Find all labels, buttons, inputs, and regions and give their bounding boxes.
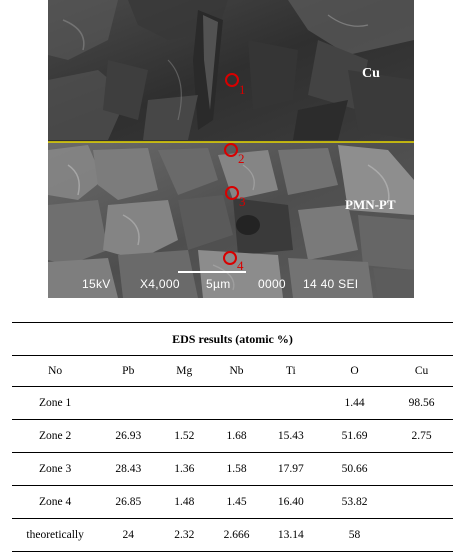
info-kv: 15kV [82, 277, 111, 291]
eds-table: No Pb Mg Nb Ti O Cu Zone 1 1.44 98.56 Zo… [12, 356, 453, 551]
cell-nb: 1.58 [210, 452, 263, 486]
zone-1-marker [225, 73, 239, 87]
cell-label: Zone 4 [12, 485, 99, 519]
header-pb: Pb [98, 356, 159, 387]
cell-o: 58 [348, 529, 361, 541]
cell-ti: 15.43 [262, 419, 319, 453]
info-time: 14 40 SEI [303, 277, 359, 291]
cell-cu [390, 519, 453, 552]
cell-mg: 1.48 [158, 485, 211, 519]
table-row: theoretically 24 2.32 2.666 13.14 58 [12, 519, 453, 552]
cell-ti [262, 386, 319, 420]
header-nb: Nb [210, 356, 263, 387]
zone-3-number: 3 [239, 194, 246, 209]
table-row: Zone 1 1.44 98.56 [12, 386, 453, 420]
info-scale: 5µm [206, 277, 231, 291]
cell-cu [390, 485, 453, 519]
zone-1-number: 1 [239, 82, 246, 97]
cell-mg [158, 386, 211, 420]
zone-3-marker [225, 186, 239, 200]
info-magnification: X4,000 [140, 277, 180, 291]
header-ti: Ti [262, 356, 319, 387]
zone-4-number: 4 [237, 258, 244, 273]
table-header-row: No Pb Mg Nb Ti O Cu [12, 356, 453, 387]
cell-cu: 98.56 [390, 386, 453, 420]
table-row: Zone 4 26.85 1.48 1.45 16.40 53.82 [12, 485, 453, 519]
zone-4-marker [223, 251, 237, 265]
cell-pb: 28.43 [98, 452, 159, 486]
cell-pb: 26.93 [98, 419, 159, 453]
cell-o: 53.82 [318, 485, 391, 519]
header-mg: Mg [158, 356, 211, 387]
cell-mg: 2.32 [174, 529, 195, 541]
cell-o: 1.44 [318, 386, 391, 420]
table-row: Zone 2 26.93 1.52 1.68 15.43 51.69 2.75 [12, 419, 453, 453]
cell-nb: 1.68 [210, 419, 263, 453]
cell-nb: 1.45 [210, 485, 263, 519]
cell-o: 51.69 [318, 419, 391, 453]
info-code: 0000 [258, 277, 286, 291]
cell-label: Zone 1 [12, 386, 99, 420]
header-o: O [318, 356, 391, 387]
cell-label: Zone 2 [12, 419, 99, 453]
cell-nb [210, 386, 263, 420]
cell-label: Zone 3 [12, 452, 99, 486]
cell-mg: 1.52 [158, 419, 211, 453]
sem-micrograph [48, 0, 414, 298]
cell-pb [98, 386, 159, 420]
cell-ti: 13.14 [277, 529, 304, 541]
pmn-pt-label: PMN-PT [345, 197, 396, 212]
zone-2-number: 2 [238, 151, 245, 166]
cell-nb: 2.666 [223, 529, 250, 541]
table-row: Zone 3 28.43 1.36 1.58 17.97 50.66 [12, 452, 453, 486]
cell-mg: 1.36 [158, 452, 211, 486]
cell-o: 50.66 [318, 452, 391, 486]
cu-label: Cu [362, 66, 380, 81]
cell-cu: 2.75 [390, 419, 453, 453]
header-no: No [12, 356, 99, 387]
table-title: EDS results (atomic %) [12, 323, 453, 356]
eds-results-table: EDS results (atomic %) No Pb Mg Nb Ti O … [12, 322, 453, 552]
header-cu: Cu [390, 356, 453, 387]
cell-pb: 24 [122, 529, 135, 541]
cell-ti: 16.40 [262, 485, 319, 519]
zone-2-marker [224, 143, 238, 157]
cell-pb: 26.85 [98, 485, 159, 519]
cell-cu [390, 452, 453, 486]
cell-ti: 17.97 [262, 452, 319, 486]
cell-label: theoretically [26, 529, 84, 541]
